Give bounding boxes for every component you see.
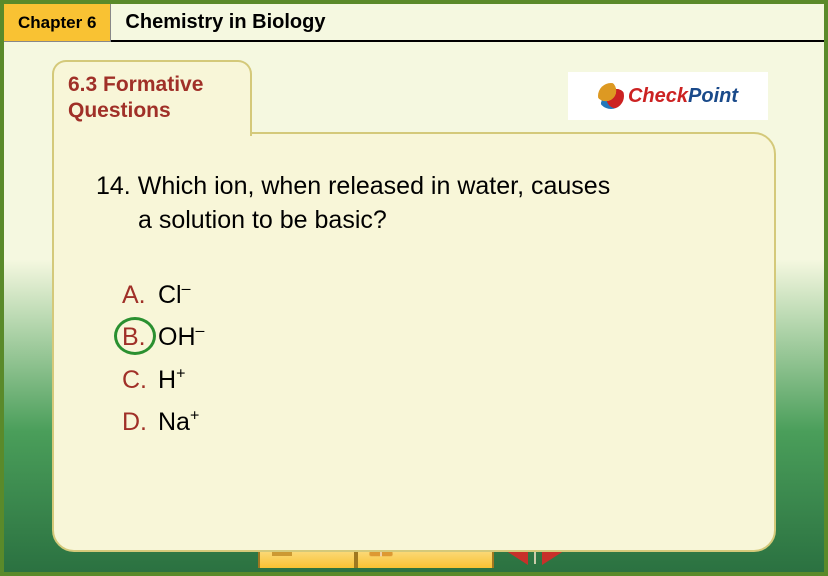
option-letter: B. bbox=[122, 316, 158, 359]
option-letter: A. bbox=[122, 274, 158, 317]
options-list: A. Cl– B. OH– C. H+ D. Na+ bbox=[96, 274, 732, 444]
option-c[interactable]: C. H+ bbox=[122, 359, 732, 402]
option-text: OH– bbox=[158, 316, 204, 359]
question-text: 14. Which ion, when released in water, c… bbox=[96, 170, 732, 238]
option-a[interactable]: A. Cl– bbox=[122, 274, 732, 317]
question-number: 14. bbox=[96, 172, 131, 200]
main-area: 6.3 Formative Questions CheckPoint 14. W… bbox=[4, 42, 824, 64]
section-tab: 6.3 Formative Questions bbox=[52, 60, 252, 136]
option-d[interactable]: D. Na+ bbox=[122, 401, 732, 444]
checkpoint-icon bbox=[598, 83, 624, 109]
header-bar: Chapter 6 Chemistry in Biology bbox=[4, 4, 824, 42]
option-text: Na+ bbox=[158, 401, 199, 444]
checkpoint-badge: CheckPoint bbox=[568, 72, 768, 120]
question-line2: a solution to be basic? bbox=[96, 204, 732, 238]
option-letter: D. bbox=[122, 401, 158, 444]
tab-title-line2: Questions bbox=[68, 98, 236, 124]
option-letter: C. bbox=[122, 359, 158, 402]
content-folder: 14. Which ion, when released in water, c… bbox=[52, 132, 776, 552]
chapter-title: Chemistry in Biology bbox=[111, 4, 824, 42]
chapter-label: Chapter 6 bbox=[18, 13, 96, 33]
question-line1: Which ion, when released in water, cause… bbox=[138, 172, 610, 200]
option-b[interactable]: B. OH– bbox=[122, 316, 732, 359]
chapter-badge: Chapter 6 bbox=[4, 4, 111, 42]
option-text: Cl– bbox=[158, 274, 191, 317]
option-text: H+ bbox=[158, 359, 185, 402]
tab-title-line1: 6.3 Formative bbox=[68, 72, 236, 98]
checkpoint-word2: Point bbox=[688, 85, 738, 108]
checkpoint-word1: Check bbox=[628, 85, 688, 108]
